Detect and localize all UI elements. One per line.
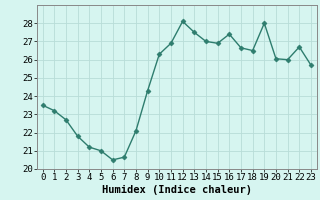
X-axis label: Humidex (Indice chaleur): Humidex (Indice chaleur) [102, 185, 252, 195]
